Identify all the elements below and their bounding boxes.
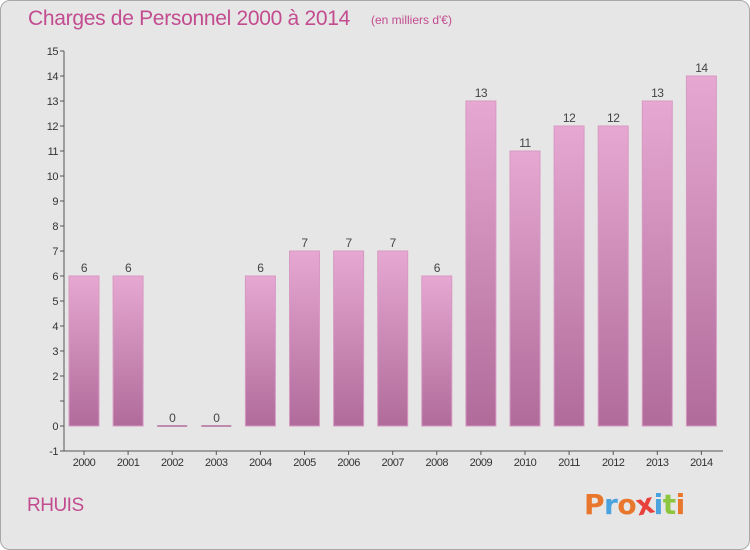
y-tick-label: 3: [52, 346, 58, 358]
y-tick-label: -1: [49, 446, 58, 458]
proxiti-logo: Proxiti: [584, 487, 686, 523]
x-tick-label: 2004: [249, 457, 272, 469]
data-label: 6: [257, 261, 264, 275]
x-tick-label: 2003: [205, 457, 228, 469]
data-label: 0: [213, 411, 220, 425]
logo-letter: o: [617, 488, 637, 521]
y-tick-label: 4: [52, 321, 58, 333]
y-tick-label: 13: [47, 96, 59, 108]
y-tick-label: 6: [52, 271, 58, 283]
logo-letter: i: [675, 488, 686, 521]
data-label: 6: [81, 261, 88, 275]
data-label: 13: [475, 86, 488, 100]
x-tick-label: 2000: [73, 457, 96, 469]
chart-axes: -1 0 2 3 4 5 6 7 8 9 10 11 12 13 14 15 2000 2001 2002 2003 2…: [47, 46, 723, 469]
logo-letter: r: [604, 488, 618, 521]
y-tick-label: 12: [47, 121, 59, 133]
bar: [509, 150, 541, 427]
x-tick-label: 2010: [514, 457, 537, 469]
bar: [641, 100, 673, 427]
x-tick-label: 2007: [381, 457, 404, 469]
commune-name: RHUIS: [27, 495, 84, 516]
bar: [685, 75, 717, 427]
data-label: 14: [695, 61, 708, 75]
y-tick-label: 7: [52, 246, 58, 258]
bar: [553, 125, 585, 427]
x-tick-label: 2014: [690, 457, 713, 469]
data-label: 12: [563, 111, 576, 125]
x-tick-label: 2002: [161, 457, 184, 469]
x-tick-label: 2009: [470, 457, 493, 469]
chart-bars: [68, 75, 717, 427]
bar: [465, 100, 497, 427]
y-tick-label: 11: [48, 146, 59, 158]
y-tick-label: 9: [52, 196, 58, 208]
bar: [68, 275, 100, 427]
data-label: 7: [301, 236, 308, 250]
y-tick-label: 14: [47, 71, 59, 83]
y-tick-label: 5: [52, 296, 58, 308]
chart-data-labels: 6 6 0 0 6 7 7 7 6 13 11 12 12 13 14: [81, 61, 709, 425]
data-label: 11: [519, 136, 531, 150]
data-label: 12: [607, 111, 620, 125]
bar: [244, 275, 276, 427]
x-tick-label: 2001: [117, 457, 140, 469]
data-label: 6: [434, 261, 441, 275]
y-tick-label: 2: [52, 371, 58, 383]
chart-subtitle: (en milliers d'€): [371, 13, 452, 27]
data-label: 7: [346, 236, 353, 250]
chart-title: Charges de Personnel 2000 à 2014: [28, 7, 350, 30]
data-label: 0: [169, 411, 176, 425]
x-tick-label: 2008: [426, 457, 449, 469]
logo-letter: t: [662, 488, 676, 521]
x-tick-label: 2012: [602, 457, 625, 469]
x-tick-label: 2013: [646, 457, 669, 469]
x-tick-label: 2006: [337, 457, 360, 469]
x-tick-label: 2011: [558, 457, 580, 469]
data-label: 6: [125, 261, 132, 275]
logo-letter: i: [653, 488, 664, 521]
y-tick-label: 8: [52, 221, 58, 233]
logo-letter: P: [584, 488, 605, 521]
data-label: 13: [651, 86, 664, 100]
x-tick-label: 2005: [293, 457, 316, 469]
bar: [289, 250, 320, 427]
y-tick-label: 10: [47, 171, 59, 183]
bar: [597, 125, 629, 427]
bar: [377, 250, 409, 427]
bar: [421, 275, 453, 427]
y-tick-label: 0: [52, 421, 58, 433]
bar: [112, 275, 144, 427]
data-label: 7: [390, 236, 397, 250]
bar: [333, 250, 365, 427]
y-tick-label: 15: [47, 46, 59, 58]
